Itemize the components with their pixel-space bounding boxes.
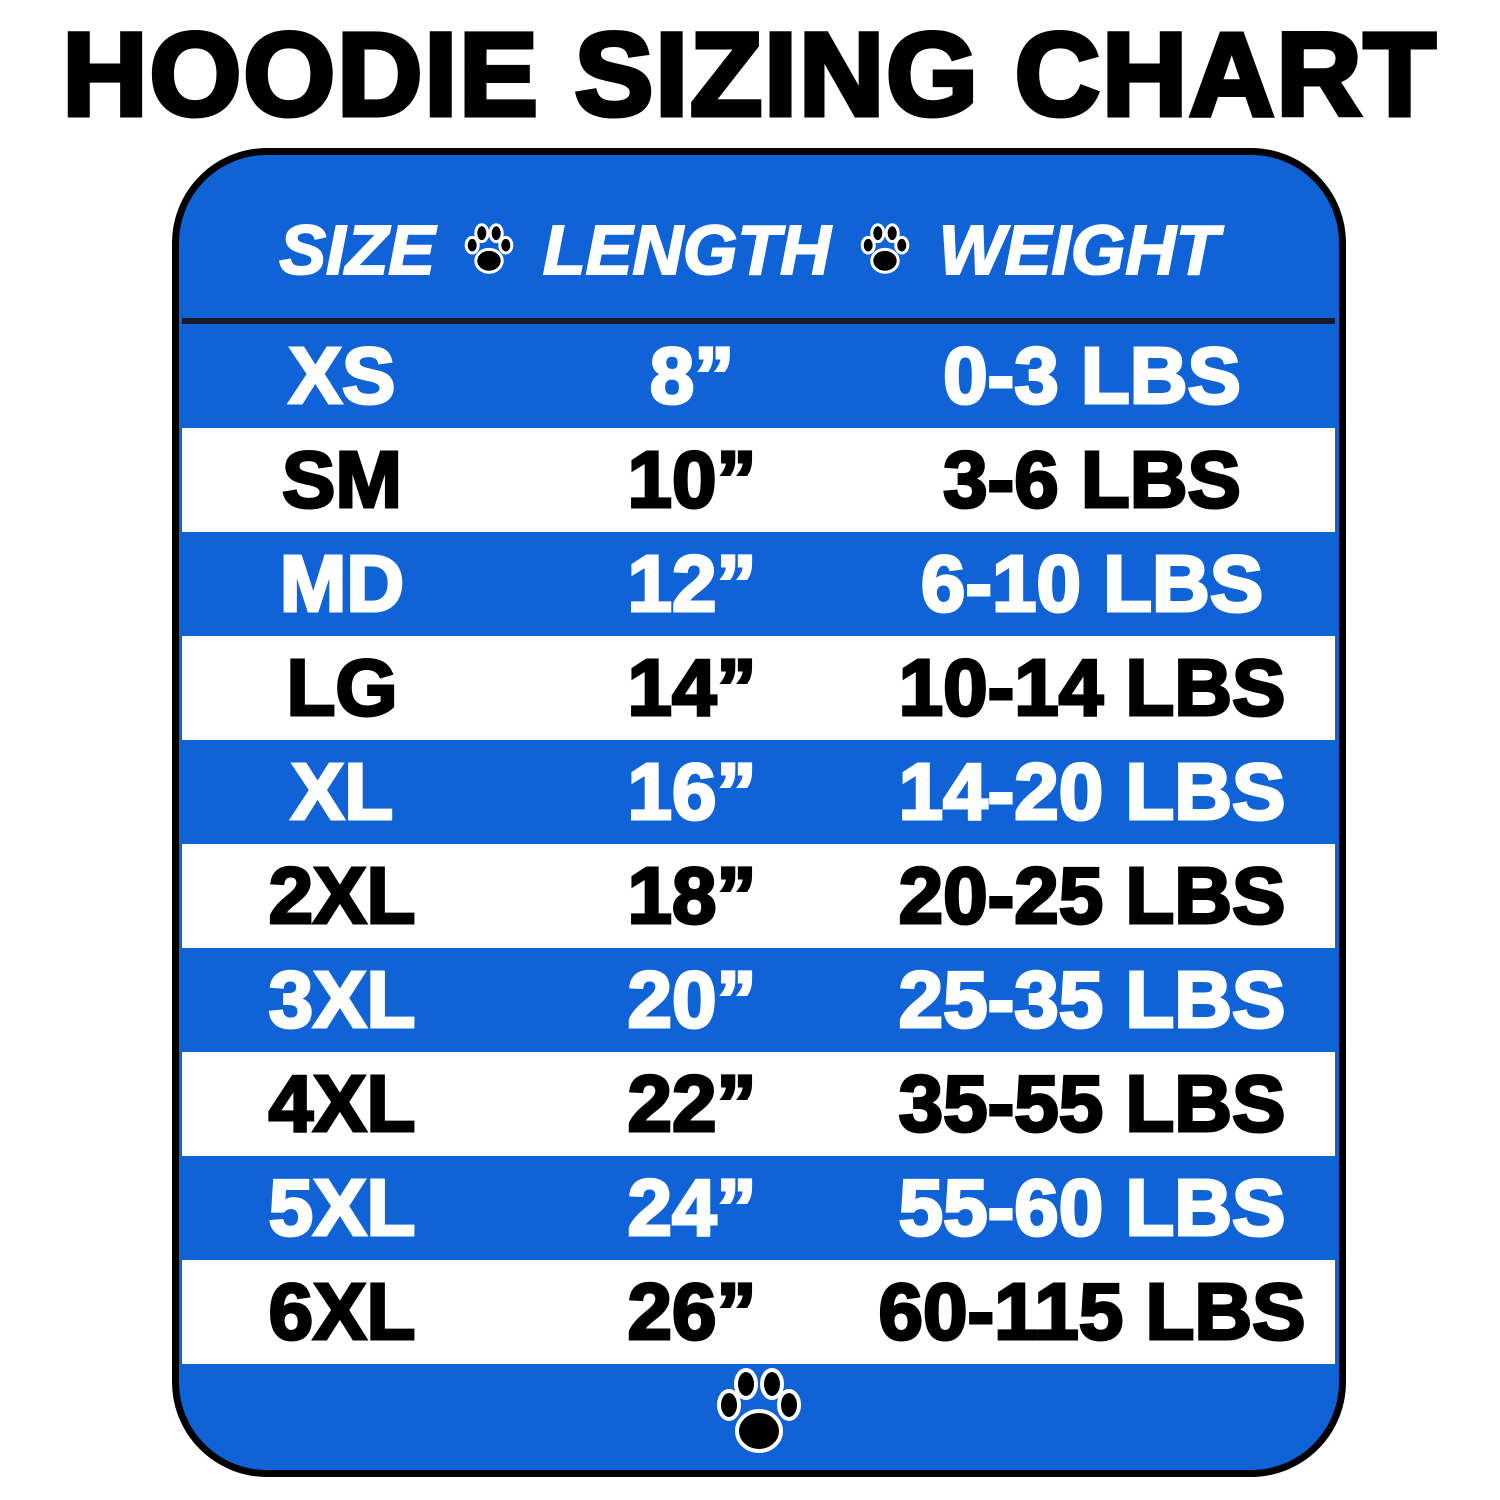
cell-weight: 0-3 LBS [942,330,1243,422]
cell-length: 24” [626,1162,758,1254]
table-row: 4XL 22” 35-55 LBS [182,1052,1335,1156]
size-rows: XS 8” 0-3 LBS SM 10” 3-6 LBS MD 12” 6-10 LBS LG 14… [182,318,1335,1364]
paw-icon [717,1368,801,1453]
table-row: MD 12” 6-10 LBS [182,532,1335,636]
sizing-table-card: SIZE LENGTH WEIGHT XS 8” 0-3 LBS SM 10” 3-6 L… [172,148,1346,1477]
cell-length: 12” [626,538,758,630]
cell-length: 26” [626,1266,758,1358]
cell-size: 4XL [267,1058,417,1150]
cell-length: 22” [626,1058,758,1150]
page-title: HOODIE SIZING CHART [60,8,1438,143]
table-row: 3XL 20” 25-35 LBS [182,948,1335,1052]
cell-length: 10” [626,434,758,526]
cell-weight: 20-25 LBS [897,850,1287,942]
cell-length: 14” [626,642,758,734]
header-length: LENGTH [542,210,832,290]
cell-size: 6XL [267,1266,417,1358]
cell-size: MD [278,538,405,630]
table-row: SM 10” 3-6 LBS [182,428,1335,532]
cell-size: XS [287,330,397,422]
cell-size: SM [281,434,404,526]
table-row: LG 14” 10-14 LBS [182,636,1335,740]
table-row: 2XL 18” 20-25 LBS [182,844,1335,948]
cell-length: 18” [626,850,758,942]
paw-icon [860,223,909,274]
table-row: XS 8” 0-3 LBS [182,324,1335,428]
cell-weight: 3-6 LBS [942,434,1243,526]
table-row: XL 16” 14-20 LBS [182,740,1335,844]
table-row: 6XL 26” 60-115 LBS [182,1260,1335,1364]
cell-weight: 6-10 LBS [919,538,1264,630]
cell-weight: 55-60 LBS [897,1162,1287,1254]
cell-weight: 25-35 LBS [897,954,1287,1046]
header-size: SIZE [278,210,436,290]
paw-icon [464,223,514,274]
cell-weight: 35-55 LBS [897,1058,1287,1150]
cell-weight: 14-20 LBS [897,746,1287,838]
cell-weight: 10-14 LBS [897,642,1287,734]
cell-size: 2XL [267,850,417,942]
cell-size: LG [285,642,399,734]
cell-size: 3XL [267,954,417,1046]
cell-weight: 60-115 LBS [877,1266,1307,1358]
cell-size: XL [289,746,394,838]
header-weight: WEIGHT [938,210,1220,290]
cell-length: 8” [648,330,736,422]
cell-length: 16” [626,746,758,838]
table-row: 5XL 24” 55-60 LBS [182,1156,1335,1260]
table-header: SIZE LENGTH WEIGHT [179,155,1339,315]
cell-length: 20” [626,954,758,1046]
cell-size: 5XL [267,1162,417,1254]
